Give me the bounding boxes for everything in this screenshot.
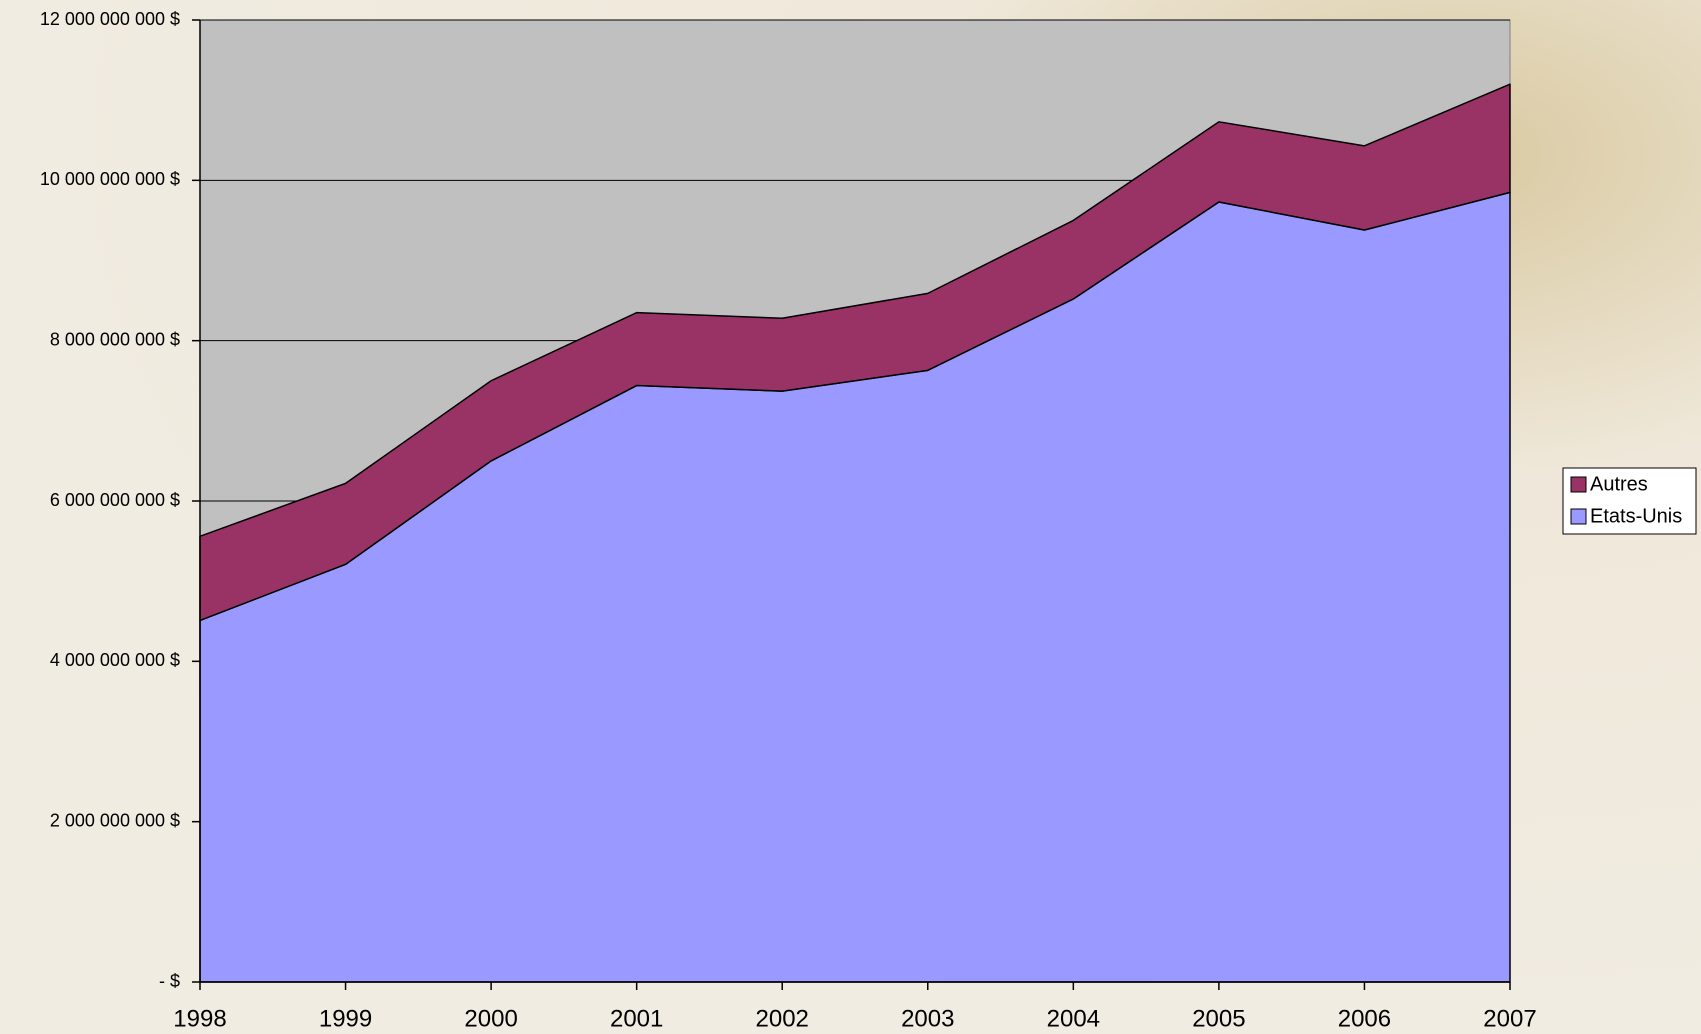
y-tick-label: 12 000 000 000 $ bbox=[40, 9, 180, 29]
legend-label: Etats-Unis bbox=[1590, 505, 1682, 527]
x-tick-label: 2005 bbox=[1192, 1005, 1245, 1032]
y-tick-label: 10 000 000 000 $ bbox=[40, 169, 180, 189]
x-tick-label: 2000 bbox=[464, 1005, 517, 1032]
y-tick-label: 4 000 000 000 $ bbox=[50, 650, 180, 670]
y-tick-label: 6 000 000 000 $ bbox=[50, 490, 180, 510]
legend-swatch bbox=[1570, 508, 1587, 525]
legend-label: Autres bbox=[1590, 473, 1648, 495]
x-tick-label: 1999 bbox=[319, 1005, 372, 1032]
x-tick-label: 1998 bbox=[173, 1005, 226, 1032]
x-tick-label: 2007 bbox=[1483, 1005, 1536, 1032]
legend-swatch bbox=[1570, 476, 1587, 493]
x-tick-label: 2006 bbox=[1338, 1005, 1391, 1032]
x-tick-label: 2001 bbox=[610, 1005, 663, 1032]
x-tick-label: 2003 bbox=[901, 1005, 954, 1032]
x-tick-label: 2002 bbox=[756, 1005, 809, 1032]
area bbox=[199, 83, 1511, 622]
x-tick-label: 2004 bbox=[1047, 1005, 1100, 1032]
y-tick-label: - $ bbox=[159, 971, 180, 991]
y-tick-label: 2 000 000 000 $ bbox=[50, 810, 180, 830]
y-tick-label: 8 000 000 000 $ bbox=[50, 329, 180, 349]
